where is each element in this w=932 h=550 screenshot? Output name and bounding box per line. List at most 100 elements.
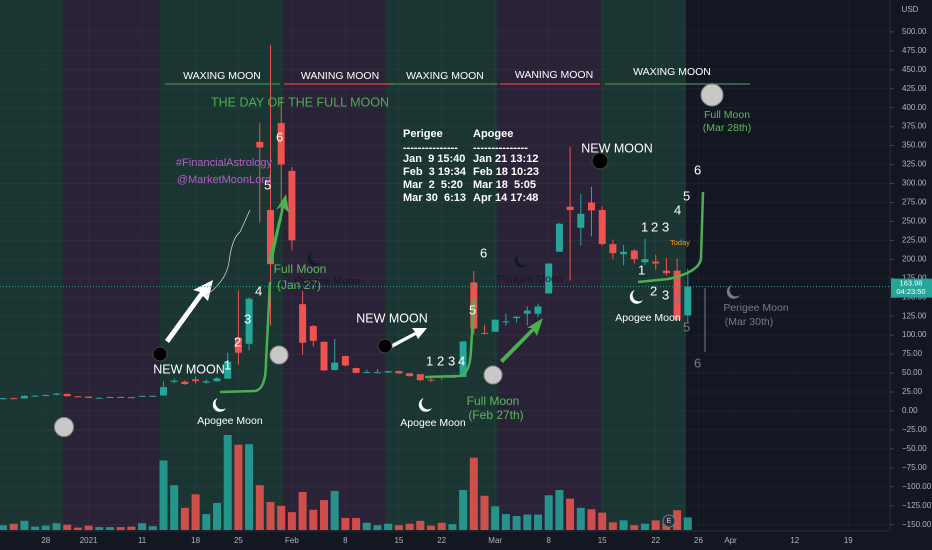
y-tick-label: 300.00 <box>902 179 927 188</box>
handle: @MarketMoonLord <box>177 174 271 186</box>
x-tick-label: Apr <box>724 536 737 545</box>
volume-bar <box>298 491 307 530</box>
volume-bar <box>266 502 275 530</box>
candle-body <box>192 379 200 382</box>
volume-pane <box>0 435 692 530</box>
y-tick-label: −75.00 <box>902 463 927 472</box>
crescent <box>307 252 321 266</box>
green-arrow <box>268 194 289 263</box>
volume-bar <box>255 485 264 530</box>
candle-body <box>555 223 563 252</box>
crescent <box>629 290 643 304</box>
candle-body <box>395 371 403 374</box>
phase-label: WANING MOON <box>301 70 379 82</box>
candle-body <box>42 395 50 397</box>
white-arrow <box>165 280 213 343</box>
count: 3 <box>448 353 455 368</box>
volume-bar <box>234 444 243 530</box>
candle-body <box>588 202 595 211</box>
count: 1 <box>426 353 433 368</box>
y-tick-label: 225.00 <box>902 235 927 244</box>
count: 4 <box>458 353 465 368</box>
candle-body <box>0 398 7 400</box>
full-moon-day: THE DAY OF THE FULL MOON <box>211 95 389 109</box>
table-cell: Feb 18 10:23 <box>473 166 539 178</box>
volume-bar <box>341 517 350 530</box>
candle-body <box>384 371 392 373</box>
phase-label: WAXING MOON <box>406 70 484 82</box>
table-header: Perigee <box>403 128 443 140</box>
candle-body <box>598 210 606 245</box>
candle-body <box>630 250 638 260</box>
candle-body <box>374 372 381 374</box>
full-moon <box>54 417 74 437</box>
volume-bar <box>480 495 489 530</box>
volume-bar <box>384 523 393 530</box>
volume-bar <box>587 509 596 530</box>
countdown-label: 04:23:50 <box>896 287 925 296</box>
x-tick-label: 12 <box>790 536 799 545</box>
candle-body <box>202 381 210 383</box>
volume-bar <box>555 489 564 530</box>
candle-body <box>181 381 189 385</box>
price-axis <box>890 0 932 550</box>
table-separator: --------------- <box>403 142 458 154</box>
band-waxing <box>385 0 497 530</box>
candle-body <box>566 206 574 211</box>
y-tick-label: 25.00 <box>902 387 923 396</box>
count: 4 <box>674 202 681 217</box>
volume-bar <box>459 489 468 530</box>
y-tick-label: 125.00 <box>902 311 927 320</box>
count: 5 <box>683 319 690 334</box>
volume-bar <box>373 525 382 530</box>
volume-bar <box>95 527 104 530</box>
count: 3 <box>662 219 669 234</box>
band-waxing <box>0 0 63 530</box>
candles <box>0 44 692 400</box>
table-cell: Feb 3 19:34 <box>403 166 467 178</box>
table-cell: Mar 18 5:05 <box>473 179 536 191</box>
candle-body <box>138 395 146 397</box>
table-cell: Mar 2 5:20 <box>403 179 463 191</box>
candle-body <box>288 170 296 241</box>
new-moon-label: NEW MOON <box>153 362 225 376</box>
candle-body <box>267 210 274 265</box>
candle-body <box>363 372 371 374</box>
x-tick-label: 22 <box>437 536 446 545</box>
axes: 500.00475.00450.00425.00400.00375.00350.… <box>41 27 931 545</box>
band-waxing <box>160 0 283 530</box>
volume-bar <box>84 525 93 530</box>
table-separator: --------------- <box>473 142 528 154</box>
volume-bar <box>41 525 50 530</box>
apogee-label: Apogee Moon <box>197 415 263 427</box>
count: 1 <box>224 357 231 372</box>
full-moon <box>700 83 724 107</box>
candle-body <box>299 304 307 343</box>
white-arrow <box>390 328 427 348</box>
full-moon-label: (Feb 27th) <box>468 408 523 422</box>
x-tick-label: 22 <box>651 536 660 545</box>
perigee-label: Perigee Moon <box>497 273 563 285</box>
x-tick-label: 28 <box>41 536 50 545</box>
table-cell: Jan 21 13:12 <box>473 153 538 165</box>
volume-bar <box>405 523 414 530</box>
count: 2 <box>234 334 241 349</box>
y-tick-label: 75.00 <box>902 349 923 358</box>
candle-body <box>545 263 553 294</box>
candle-body <box>106 397 114 399</box>
volume-bar <box>427 525 435 530</box>
y-tick-label: 0.00 <box>902 406 918 415</box>
green-curve <box>424 299 476 379</box>
grid <box>0 0 890 530</box>
candle-body <box>53 393 60 395</box>
x-tick-label: Mar <box>488 536 502 545</box>
phase-label: WANING MOON <box>515 69 593 81</box>
new-moon <box>591 152 609 170</box>
count: 3 <box>244 311 251 326</box>
volume-bar <box>138 523 147 530</box>
perigee-label: Perigee Moon <box>294 275 360 287</box>
volume-bar <box>330 490 339 530</box>
count: 2 <box>651 219 658 234</box>
candle-body <box>406 373 414 377</box>
y-tick-label: 100.00 <box>902 330 927 339</box>
